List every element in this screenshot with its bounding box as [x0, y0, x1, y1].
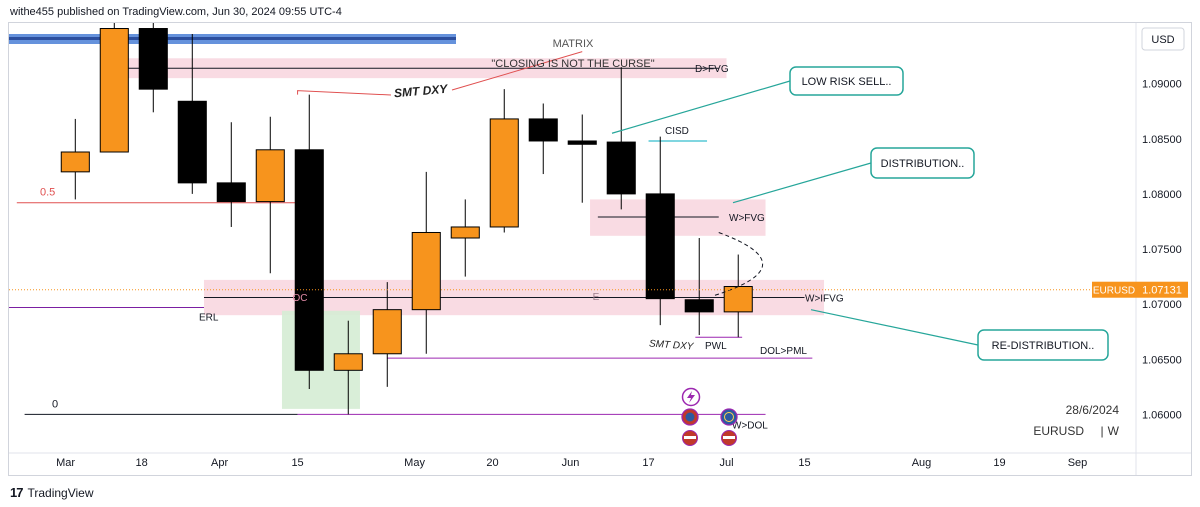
candle-body[interactable]: [216, 182, 246, 203]
candle-body[interactable]: [255, 149, 285, 203]
chart-frame: D>FVG W>FVG W>IFVG 0.5 ERL 0 DOL>PML PWL CISD W>D…: [8, 22, 1192, 476]
last-price-symbol-tag: [1092, 281, 1136, 298]
candle-body[interactable]: [99, 28, 129, 153]
callout-pointer-distribution: [732, 162, 872, 204]
x-tick-label: 15: [798, 457, 810, 469]
candle-body[interactable]: [333, 353, 363, 371]
candle-body[interactable]: [567, 140, 597, 145]
x-tick-label: Jul: [720, 457, 734, 469]
symbol-separator: |: [1100, 424, 1103, 438]
label-zero: 0: [52, 398, 58, 410]
e-label: E: [593, 292, 600, 303]
x-tick-label: 18: [135, 457, 147, 469]
top-blue-band-edge: [9, 37, 456, 40]
x-tick-label: Aug: [912, 457, 932, 469]
x-tick-label: 20: [486, 457, 498, 469]
candle-body[interactable]: [528, 118, 558, 142]
callout-text-re-distribution: RE-DISTRIBUTION..: [992, 340, 1095, 352]
smt-dxy-label: SMT DXY: [393, 82, 448, 101]
symbol-label: EURUSD: [1033, 424, 1084, 438]
x-tick-label: Apr: [211, 457, 228, 469]
label-fib-0-5: 0.5: [40, 187, 55, 199]
candle-body[interactable]: [606, 141, 636, 195]
eu-flag-event-inner-icon: [724, 412, 734, 422]
label-w-dol: W>DOL: [732, 420, 768, 431]
callout-box-low-risk-sell[interactable]: [789, 66, 904, 96]
y-tick-label: 1.07000: [1142, 299, 1182, 311]
tradingview-logo[interactable]: 17 TradingView: [10, 485, 94, 500]
label-cisd: CISD: [665, 126, 689, 137]
last-price-symbol-label: EURUSD: [1093, 286, 1135, 297]
callout-pointer-low-risk-sell: [611, 80, 791, 134]
smt-dxy-small-label: SMT DXY: [649, 338, 695, 352]
candlestick-chart[interactable]: D>FVG W>FVG W>IFVG 0.5 ERL 0 DOL>PML PWL CISD W>D…: [9, 23, 1191, 475]
interval-label: W: [1108, 424, 1120, 438]
callout-pointer-re-distribution: [810, 309, 979, 346]
callout-box-distribution[interactable]: [870, 147, 975, 179]
y-tick-label: 1.08000: [1142, 189, 1182, 201]
x-tick-label: May: [404, 457, 425, 469]
y-tick-label: 1.06500: [1142, 354, 1182, 366]
currency-label: USD: [1151, 34, 1174, 46]
y-tick-label: 1.07500: [1142, 244, 1182, 256]
x-tick-label: Jun: [562, 457, 580, 469]
callout-box-re-distribution[interactable]: [977, 329, 1109, 361]
last-price-value: 1.07131: [1142, 285, 1182, 297]
projection-arc: [714, 232, 763, 296]
currency-box[interactable]: [1141, 27, 1185, 51]
x-tick-label: 15: [291, 457, 303, 469]
candle-body[interactable]: [489, 118, 519, 228]
candle-body[interactable]: [294, 149, 324, 371]
us-flag-stripes-icon: [684, 436, 696, 439]
smt-dxy-line-2: [451, 51, 583, 91]
y-tick-label: 1.08500: [1142, 134, 1182, 146]
label-erl: ERL: [199, 312, 219, 323]
us-flag-stripes-icon-3: [723, 436, 735, 439]
y-tick-label: 1.09000: [1142, 79, 1182, 91]
quote-text: "CLOSING IS NOT THE CURSE": [491, 58, 654, 70]
label-d-fvg: D>FVG: [695, 64, 729, 75]
label-w-fvg: W>FVG: [729, 213, 765, 224]
x-tick-label: Mar: [56, 457, 75, 469]
eu-flag-event-icon[interactable]: [720, 408, 738, 426]
us-flag-event-inner-icon: [685, 412, 695, 422]
publisher-line: withe455 published on TradingView.com, J…: [10, 6, 342, 18]
candle-body[interactable]: [60, 151, 90, 173]
candle-body[interactable]: [684, 299, 714, 313]
matrix-title: MATRIX: [553, 38, 594, 50]
lightning-bolt-icon: [687, 391, 695, 403]
zone-w-fvg: [590, 199, 766, 236]
date-stamp: 28/6/2024: [1066, 403, 1120, 417]
candle-body[interactable]: [138, 28, 168, 90]
candle-body[interactable]: [450, 226, 480, 239]
label-pwl: PWL: [705, 341, 727, 352]
label-dol-pml: DOL>PML: [760, 346, 807, 357]
oc-label: OC: [293, 293, 308, 304]
callout-text-low-risk-sell: LOW RISK SELL..: [802, 76, 892, 88]
callout-text-distribution: DISTRIBUTION..: [881, 158, 965, 170]
x-tick-label: Sep: [1068, 457, 1088, 469]
smt-dxy-line: [297, 90, 392, 96]
y-tick-label: 1.06000: [1142, 409, 1182, 421]
candle-body[interactable]: [411, 231, 441, 311]
tradingview-mark-icon: 17: [10, 485, 24, 500]
x-tick-label: 17: [642, 457, 654, 469]
label-w-ifvg: W>IFVG: [805, 294, 844, 305]
candle-body[interactable]: [177, 100, 207, 184]
x-tick-label: 19: [993, 457, 1005, 469]
last-price-tag: [1136, 281, 1188, 298]
candle-body[interactable]: [372, 309, 402, 355]
tradingview-brand-text: TradingView: [27, 485, 94, 500]
candle-body[interactable]: [645, 193, 675, 300]
